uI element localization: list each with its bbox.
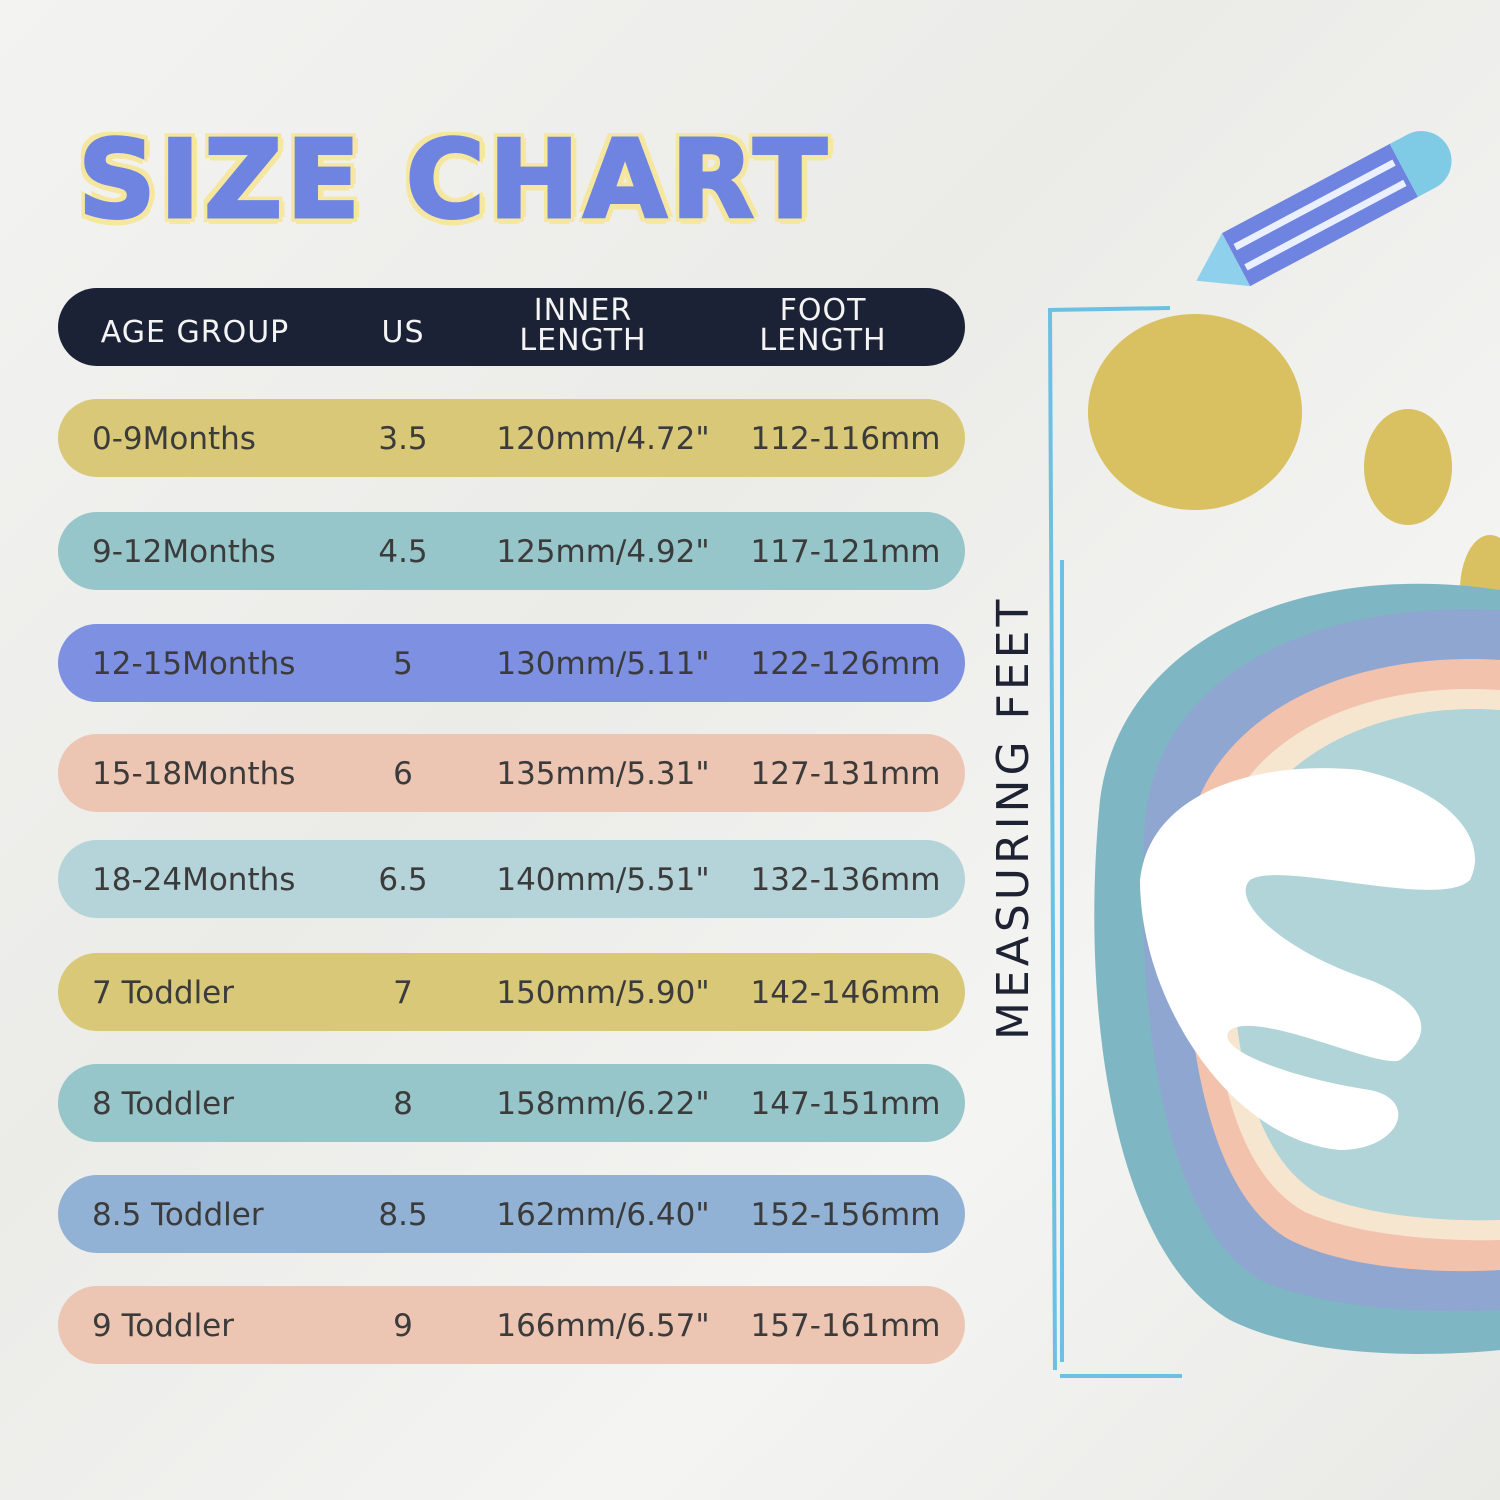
- inner-length-cell: 120mm/4.72": [496, 421, 710, 457]
- foot-length-cell: 157-161mm: [750, 1308, 941, 1344]
- table-row: 15-18Months 6 135mm/5.31" 127-131mm: [58, 734, 965, 812]
- age-group-cell: 9 Toddler: [92, 1308, 234, 1344]
- table-row: 0-9Months 3.5 120mm/4.72" 112-116mm: [58, 399, 965, 477]
- us-size-cell: 9: [393, 1308, 413, 1344]
- inner-length-cell: 140mm/5.51": [496, 862, 710, 898]
- table-header: AGE GROUP US INNER LENGTH FOOT LENGTH: [58, 288, 965, 366]
- us-size-cell: 8: [393, 1086, 413, 1122]
- table-row: 9-12Months 4.5 125mm/4.92" 117-121mm: [58, 512, 965, 590]
- table-row: 9 Toddler 9 166mm/6.57" 157-161mm: [58, 1286, 965, 1364]
- us-size-cell: 6: [393, 756, 413, 792]
- table-row: 8 Toddler 8 158mm/6.22" 147-151mm: [58, 1064, 965, 1142]
- age-group-cell: 18-24Months: [92, 862, 296, 898]
- us-size-cell: 8.5: [378, 1197, 428, 1233]
- foot-length-cell: 152-156mm: [750, 1197, 941, 1233]
- foot-length-cell: 132-136mm: [750, 862, 941, 898]
- foot-length-cell: 117-121mm: [750, 534, 941, 570]
- us-size-cell: 3.5: [378, 421, 428, 457]
- foot-length-cell: 147-151mm: [750, 1086, 941, 1122]
- foot-length-cell: 112-116mm: [750, 421, 941, 457]
- header-foot-length: FOOT LENGTH: [759, 293, 887, 358]
- ruler-line: [1047, 306, 1182, 1378]
- inner-length-cell: 125mm/4.92": [496, 534, 710, 570]
- header-us: US: [381, 315, 425, 350]
- pencil-icon: [1196, 131, 1452, 287]
- header-inner-length: INNER LENGTH: [519, 293, 647, 358]
- foot-length-cell: 142-146mm: [750, 975, 941, 1011]
- us-size-cell: 5: [393, 646, 413, 682]
- header-age-group: AGE GROUP: [100, 315, 290, 350]
- inner-length-cell: 150mm/5.90": [496, 975, 710, 1011]
- age-group-cell: 7 Toddler: [92, 975, 234, 1011]
- inner-length-cell: 135mm/5.31": [496, 756, 710, 792]
- age-group-cell: 0-9Months: [92, 421, 256, 457]
- foot-sole: [1094, 583, 1500, 1354]
- inner-length-cell: 158mm/6.22": [496, 1086, 710, 1122]
- us-size-cell: 4.5: [378, 534, 428, 570]
- inner-length-cell: 130mm/5.11": [496, 646, 710, 682]
- inner-length-cell: 162mm/6.40": [496, 1197, 710, 1233]
- age-group-cell: 15-18Months: [92, 756, 296, 792]
- table-row: 7 Toddler 7 150mm/5.90" 142-146mm: [58, 953, 965, 1031]
- page-title: SIZE CHART: [77, 117, 831, 245]
- foot-length-cell: 122-126mm: [750, 646, 941, 682]
- us-size-cell: 7: [393, 975, 413, 1011]
- foot-length-cell: 127-131mm: [750, 756, 941, 792]
- age-group-cell: 12-15Months: [92, 646, 296, 682]
- table-row: 18-24Months 6.5 140mm/5.51" 132-136mm: [58, 840, 965, 918]
- us-size-cell: 6.5: [378, 862, 428, 898]
- age-group-cell: 9-12Months: [92, 534, 276, 570]
- age-group-cell: 8.5 Toddler: [92, 1197, 264, 1233]
- table-row: 12-15Months 5 130mm/5.11" 122-126mm: [58, 624, 965, 702]
- table-row: 8.5 Toddler 8.5 162mm/6.40" 152-156mm: [58, 1175, 965, 1253]
- measuring-feet-label: MEASURING FEET: [988, 595, 1039, 1040]
- inner-length-cell: 166mm/6.57": [496, 1308, 710, 1344]
- age-group-cell: 8 Toddler: [92, 1086, 234, 1122]
